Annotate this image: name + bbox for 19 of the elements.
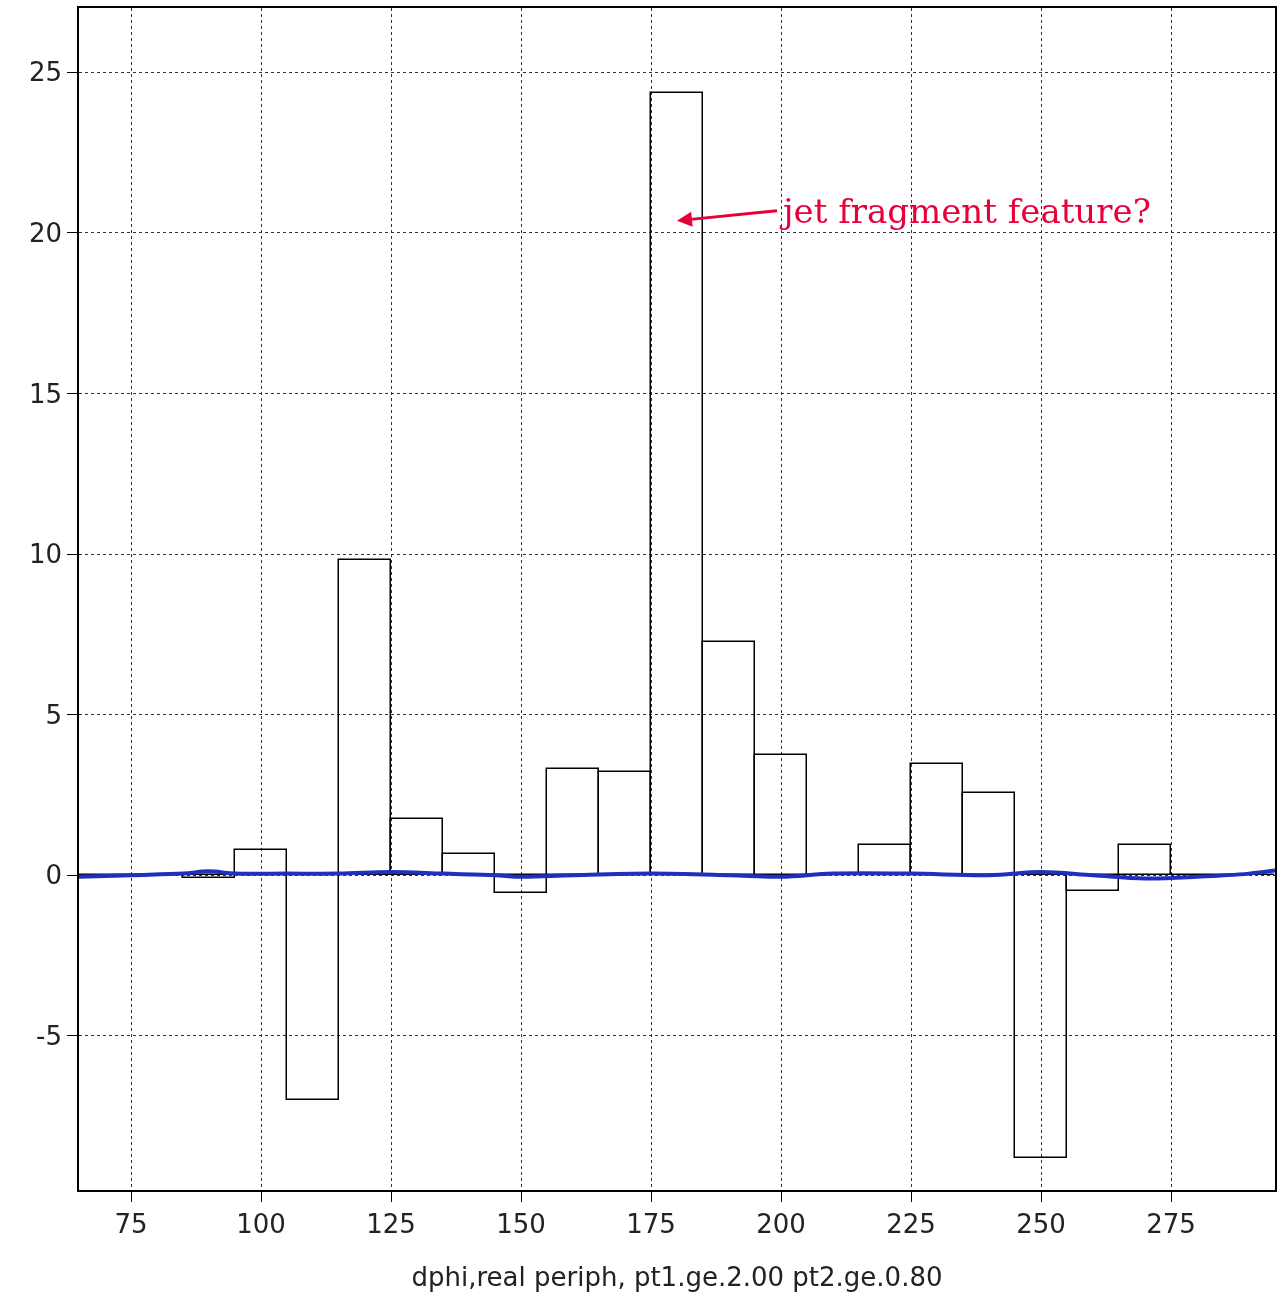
y-tick-label: 0	[45, 860, 63, 891]
y-tick-label: 25	[28, 57, 63, 88]
x-tick-label: 275	[1146, 1208, 1196, 1239]
x-tick-label: 200	[756, 1208, 806, 1239]
y-tick-label: 15	[28, 378, 63, 409]
y-tick-label: -5	[36, 1020, 63, 1051]
x-tick-label: 150	[496, 1208, 546, 1239]
y-tick-label: 20	[28, 217, 63, 248]
y-tick-label: 10	[28, 539, 63, 570]
x-tick-label: 75	[114, 1208, 148, 1239]
x-tick-label: 100	[236, 1208, 286, 1239]
x-tick-label: 175	[626, 1208, 676, 1239]
x-tick-label: 225	[886, 1208, 936, 1239]
x-tick-label: 125	[366, 1208, 416, 1239]
x-axis-title: dphi,real periph, pt1.ge.2.00 pt2.ge.0.80	[411, 1262, 943, 1293]
y-tick-label: 5	[45, 699, 63, 730]
annotation: jet fragment feature?	[779, 191, 1151, 231]
x-tick-label: 250	[1016, 1208, 1066, 1239]
line-series	[79, 868, 1275, 881]
